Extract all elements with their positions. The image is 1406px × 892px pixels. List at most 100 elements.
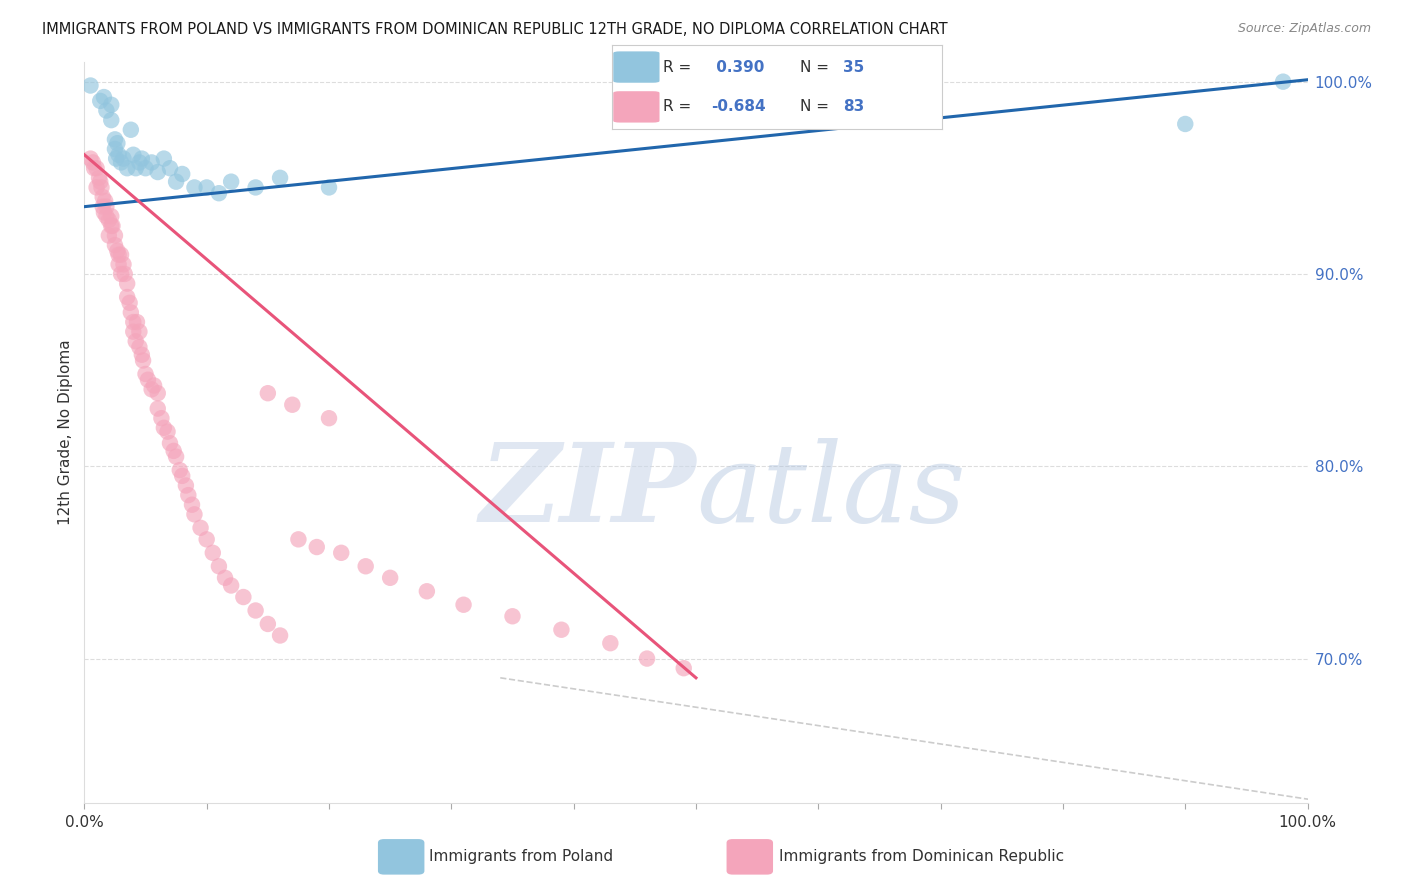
Point (453, 598, 475, 612)
Point (380, 571, 402, 585)
Point (128, 340, 150, 354)
Point (104, 238, 127, 252)
Point (172, 469, 194, 483)
Point (181, 498, 204, 512)
Point (195, 180, 218, 194)
Point (131, 348, 153, 362)
Text: N =: N = (800, 60, 834, 75)
Point (110, 155, 132, 169)
Point (214, 571, 236, 585)
Point (502, 609, 524, 624)
Point (269, 628, 291, 642)
Point (115, 277, 138, 291)
Point (79, 78, 101, 93)
Point (128, 325, 150, 339)
Point (118, 295, 141, 310)
Y-axis label: 12th Grade, No Diploma: 12th Grade, No Diploma (58, 340, 73, 525)
Point (146, 165, 169, 179)
Point (257, 617, 280, 632)
Point (159, 161, 181, 176)
Point (219, 175, 242, 189)
Point (172, 167, 194, 181)
Point (219, 578, 242, 592)
Point (146, 401, 169, 416)
Point (131, 152, 153, 166)
FancyBboxPatch shape (613, 52, 659, 83)
Point (132, 353, 155, 368)
Point (245, 603, 267, 617)
Point (1174, 117, 1197, 131)
Point (105, 244, 128, 258)
Point (101, 219, 124, 233)
Point (208, 186, 231, 201)
Text: R =: R = (662, 99, 696, 114)
Point (136, 373, 159, 387)
Point (599, 636, 621, 650)
Point (165, 175, 187, 189)
Point (107, 248, 129, 262)
Point (93, 90, 115, 104)
Point (177, 488, 200, 502)
Point (143, 378, 166, 392)
Point (122, 315, 145, 329)
Point (141, 382, 163, 396)
FancyBboxPatch shape (727, 839, 773, 875)
Point (105, 152, 128, 166)
Text: atlas: atlas (696, 438, 966, 546)
Point (96, 103, 118, 118)
Point (100, 113, 122, 128)
Point (122, 325, 145, 339)
Point (110, 248, 132, 262)
Point (150, 411, 173, 425)
Point (83, 161, 105, 176)
FancyBboxPatch shape (613, 91, 659, 122)
Point (107, 147, 129, 161)
Point (104, 228, 127, 243)
Point (672, 661, 695, 675)
Point (97, 213, 120, 227)
Point (135, 367, 157, 381)
Point (163, 443, 186, 458)
Point (195, 533, 218, 547)
Point (318, 411, 340, 425)
Point (128, 155, 150, 169)
Point (550, 623, 572, 637)
Point (287, 533, 309, 547)
Point (159, 436, 181, 450)
Point (90, 180, 112, 194)
Point (112, 152, 135, 166)
Point (125, 315, 148, 329)
Text: 0.390: 0.390 (710, 60, 763, 75)
Point (104, 142, 127, 156)
Point (97, 228, 120, 243)
Point (104, 132, 127, 146)
Text: N =: N = (800, 99, 834, 114)
Point (318, 180, 340, 194)
Point (245, 180, 267, 194)
Point (114, 267, 136, 281)
Point (174, 478, 197, 492)
Point (169, 463, 191, 477)
Point (115, 161, 138, 176)
Point (82, 155, 104, 169)
Point (305, 540, 328, 554)
Text: IMMIGRANTS FROM POLAND VS IMMIGRANTS FROM DOMINICAN REPUBLIC 12TH GRADE, NO DIPL: IMMIGRANTS FROM POLAND VS IMMIGRANTS FRO… (42, 22, 948, 37)
Text: R =: R = (662, 60, 696, 75)
Text: Immigrants from Poland: Immigrants from Poland (429, 849, 613, 864)
Point (120, 305, 142, 319)
Point (1272, 75, 1295, 89)
Text: ZIP: ZIP (479, 438, 696, 546)
Point (269, 170, 291, 185)
Point (146, 386, 169, 401)
Point (89, 175, 111, 189)
Point (135, 161, 157, 176)
Point (330, 546, 353, 560)
Point (96, 209, 118, 223)
Point (100, 219, 122, 233)
Text: Source: ZipAtlas.com: Source: ZipAtlas.com (1237, 22, 1371, 36)
Text: 83: 83 (844, 99, 865, 114)
Point (91, 200, 114, 214)
Point (232, 590, 254, 604)
Point (125, 161, 148, 176)
Point (100, 97, 122, 112)
